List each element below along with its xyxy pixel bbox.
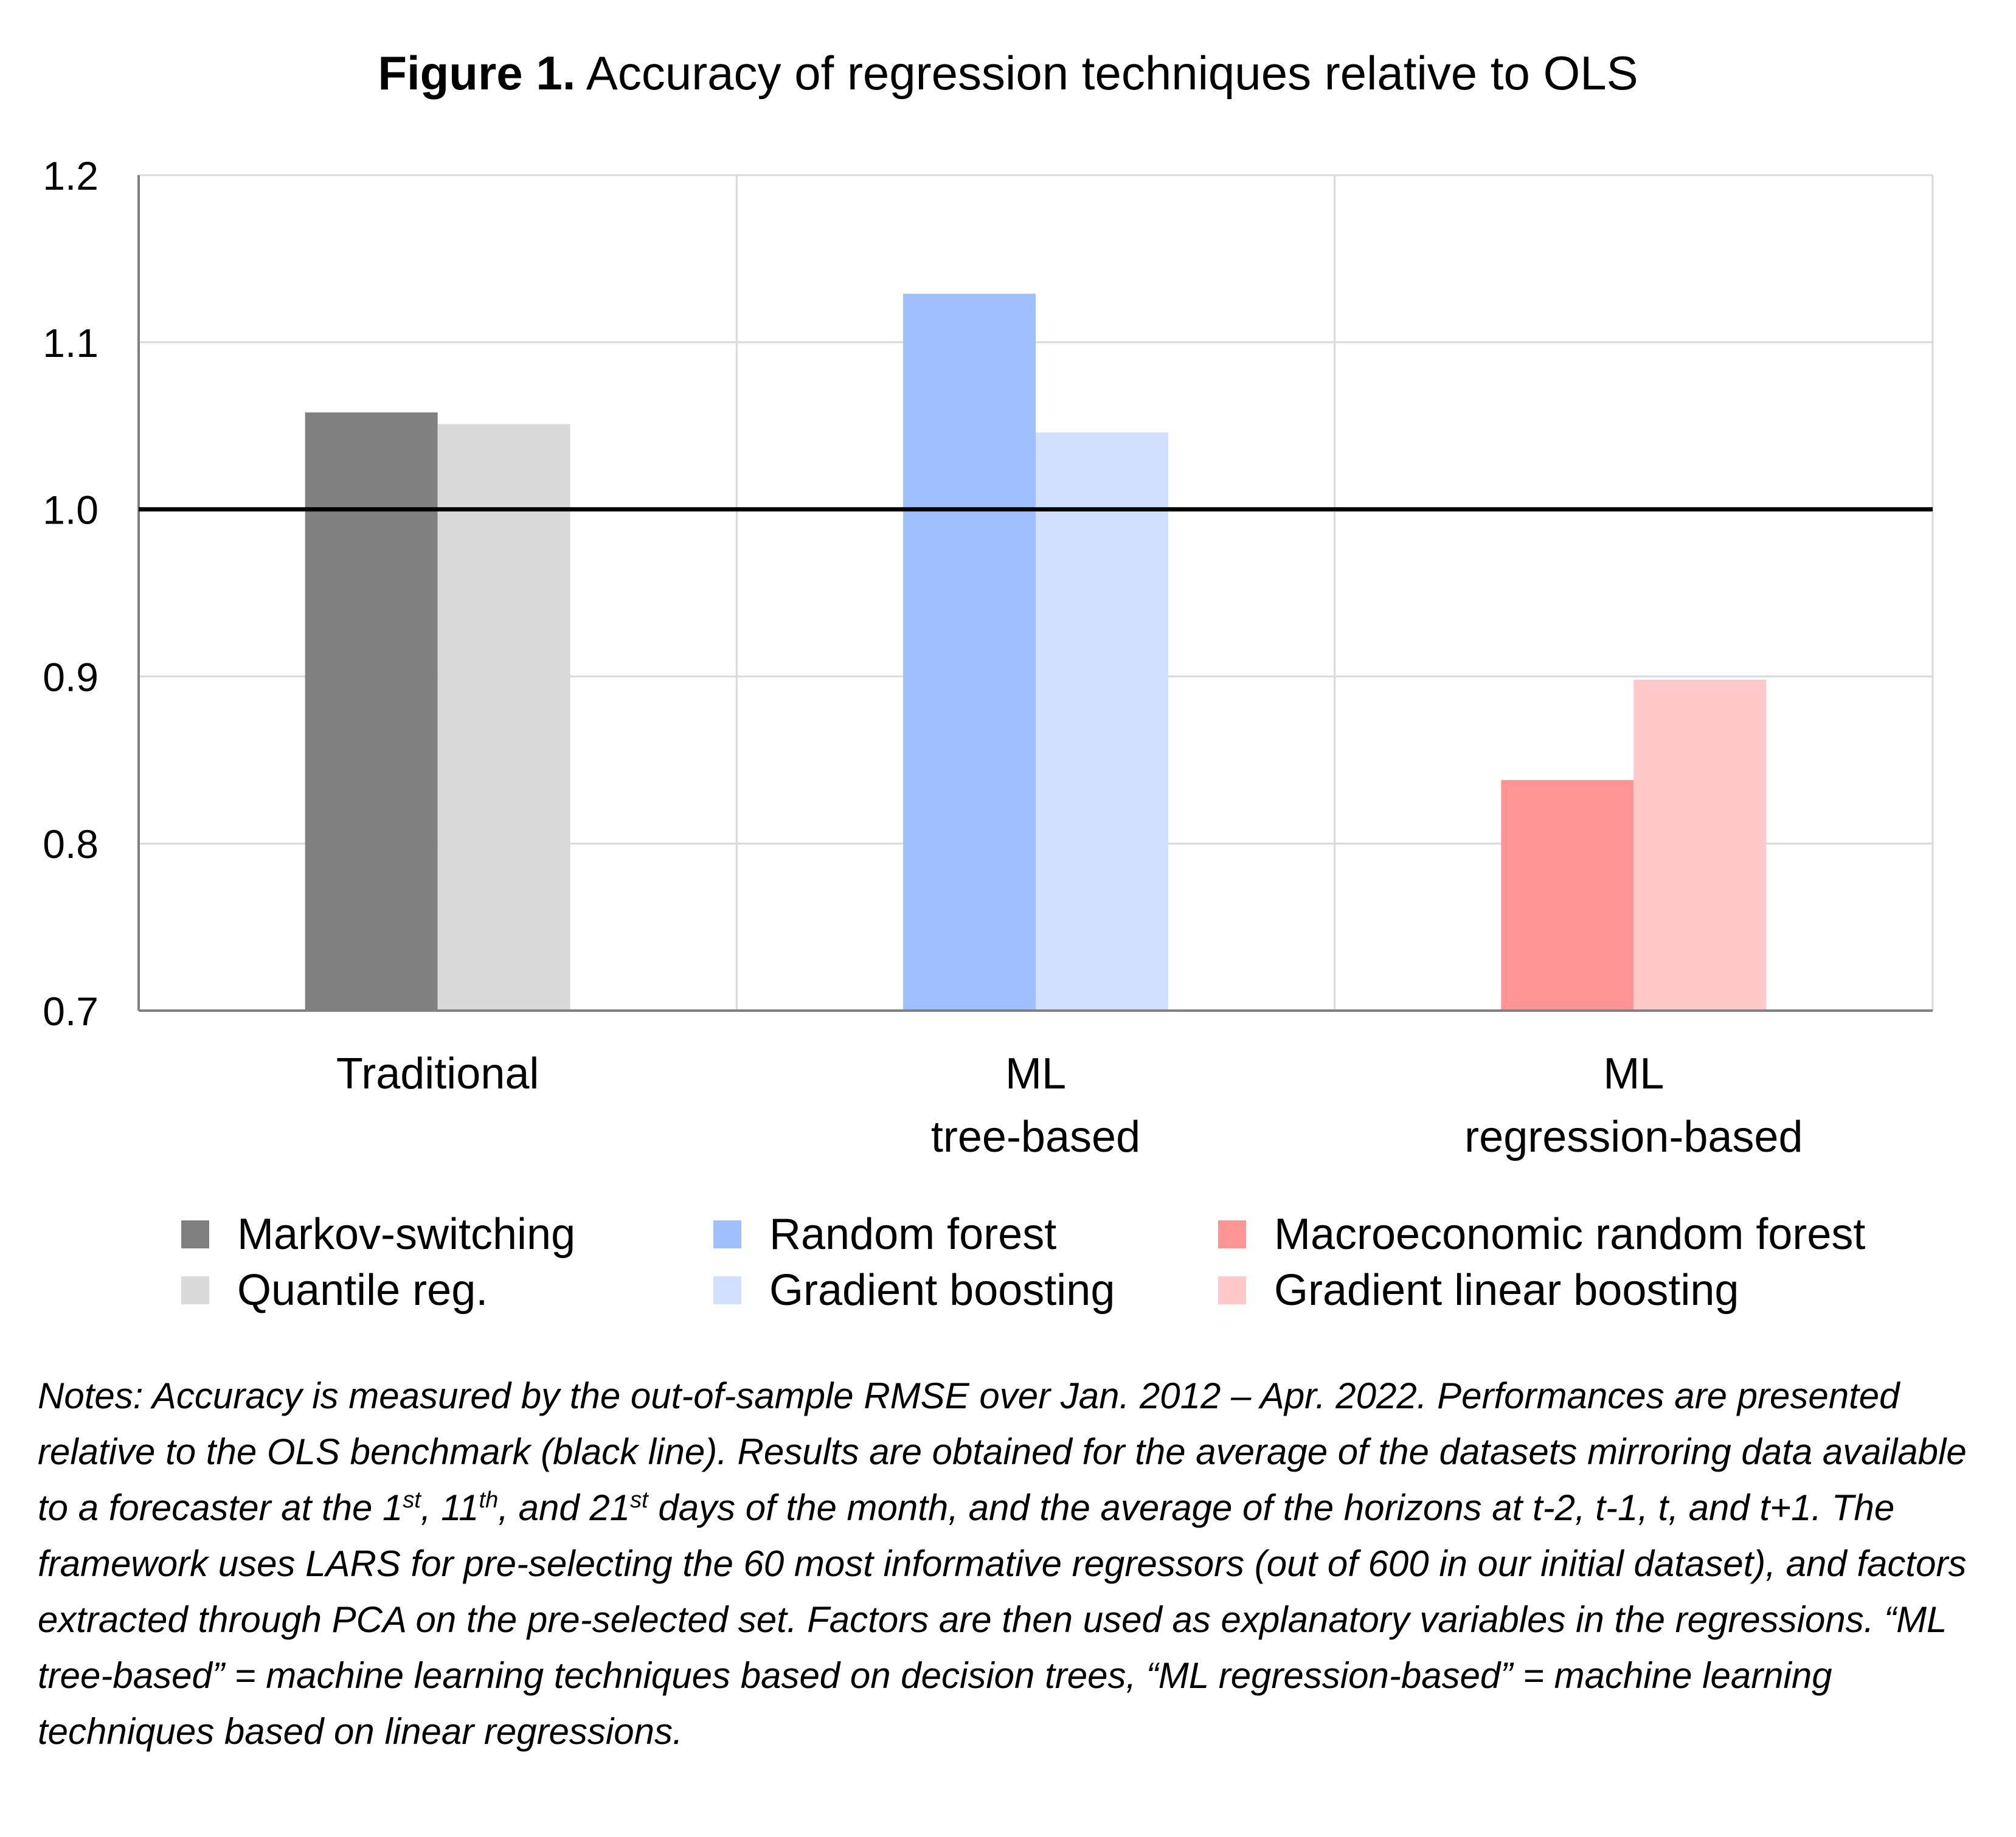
legend-swatch [713, 1276, 741, 1304]
legend-swatch [1218, 1276, 1246, 1304]
notes-text-part-2: , 11 [420, 1487, 479, 1528]
bar [1633, 679, 1767, 1011]
y-tick-label: 0.9 [43, 654, 99, 699]
figure-title-number: Figure 1. [378, 46, 576, 100]
notes-superscript-1: st [403, 1487, 421, 1513]
bar [1501, 780, 1634, 1011]
chart-legend: Markov-switching Random forest Macroeconom… [0, 1207, 2016, 1329]
legend-swatch [713, 1220, 741, 1248]
bar [903, 294, 1036, 1011]
legend-item: Macroeconomic random forest [1218, 1207, 1865, 1262]
legend-label: Quantile reg. [237, 1266, 488, 1315]
legend-item: Gradient boosting [713, 1263, 1115, 1318]
x-category-label: ML [1603, 1050, 1664, 1098]
notes-text-part-4: days of the month, and the average of th… [38, 1487, 1967, 1752]
legend-label: Gradient linear boosting [1274, 1266, 1739, 1315]
chart-labels: 0.7 0.8 0.9 1.0 1.1 1.2 Traditional ML tree-base… [43, 153, 1803, 1161]
x-category-label: Traditional [336, 1050, 539, 1098]
chart-axes [137, 175, 1933, 1012]
legend-item: Quantile reg. [181, 1263, 488, 1318]
notes-text-part-3: , and 21 [498, 1487, 631, 1528]
notes-text-part-1: Notes: Accuracy is measured by the out-o… [38, 1375, 1967, 1528]
y-tick-label: 1.0 [43, 488, 99, 533]
legend-label: Gradient boosting [769, 1266, 1115, 1315]
legend-swatch [181, 1220, 209, 1248]
bar [305, 412, 438, 1011]
y-tick-label: 0.8 [43, 822, 99, 867]
x-category-label: regression-based [1464, 1113, 1803, 1161]
legend-item: Gradient linear boosting [1218, 1263, 1739, 1318]
legend-label: Random forest [769, 1210, 1057, 1259]
bar-chart: 0.7 0.8 0.9 1.0 1.1 1.2 Traditional ML tree-base… [43, 153, 1934, 1161]
figure-title-text: Accuracy of regression techniques relati… [575, 46, 1638, 100]
legend-item: Random forest [713, 1207, 1056, 1262]
legend-item: Markov-switching [181, 1207, 575, 1262]
x-category-label: ML [1005, 1050, 1066, 1098]
figure-title: Figure 1. Accuracy of regression techniq… [0, 43, 2016, 103]
y-tick-label: 1.1 [43, 320, 99, 365]
bar [437, 424, 570, 1011]
legend-swatch [1218, 1220, 1246, 1248]
legend-label: Macroeconomic random forest [1274, 1210, 1866, 1259]
notes-superscript-2: th [479, 1487, 499, 1513]
y-tick-label: 0.7 [43, 989, 99, 1034]
legend-swatch [181, 1276, 209, 1304]
y-tick-label: 1.2 [43, 153, 99, 198]
x-category-label: tree-based [931, 1113, 1140, 1161]
legend-label: Markov-switching [237, 1210, 576, 1259]
figure-notes: Notes: Accuracy is measured by the out-o… [38, 1368, 1996, 1760]
bar [1036, 432, 1168, 1011]
notes-superscript-3: st [630, 1487, 648, 1513]
chart-bars [305, 294, 1767, 1011]
